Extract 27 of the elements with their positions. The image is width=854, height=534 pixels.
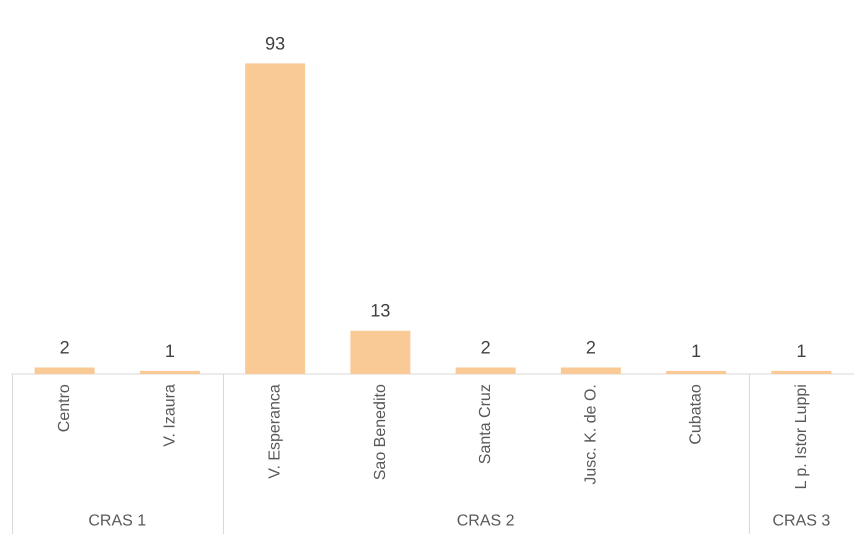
- x-tick-label: Santa Cruz: [477, 384, 494, 464]
- data-label: 2: [480, 337, 491, 358]
- data-label: 1: [164, 340, 175, 361]
- bar: [245, 63, 306, 374]
- x-tick-label: L p. Istor Luppi: [792, 384, 810, 490]
- bar: [350, 330, 410, 374]
- data-label: 2: [586, 337, 596, 358]
- data-label: 13: [370, 300, 390, 321]
- text: CRAS 1: [88, 512, 146, 530]
- data-label: 93: [265, 33, 286, 54]
- bar: [666, 370, 726, 374]
- text: CRAS 2: [456, 512, 515, 530]
- bar: [140, 370, 200, 374]
- x-tick-label: V. Izaura: [161, 384, 178, 447]
- data-label: 1: [691, 340, 702, 361]
- x-tick-label: Centro: [56, 384, 74, 432]
- x-tick-label: V. Esperanca: [266, 384, 284, 479]
- x-tick-label: Cubatao: [688, 384, 705, 445]
- x-tick-label: Jusc. K. de O.: [582, 384, 600, 485]
- bar: [34, 367, 95, 374]
- x-tick-label: Sao Benedito: [372, 384, 389, 480]
- data-label: 2: [60, 337, 70, 358]
- bar: [456, 367, 516, 374]
- text: CRAS 3: [772, 512, 830, 530]
- bar: [771, 370, 832, 374]
- bar: [560, 367, 621, 374]
- data-label: 1: [796, 340, 806, 361]
